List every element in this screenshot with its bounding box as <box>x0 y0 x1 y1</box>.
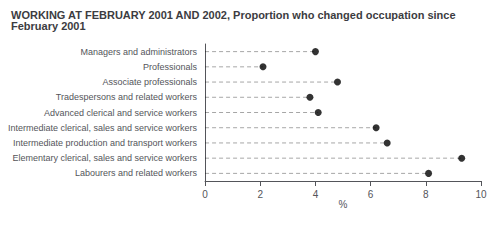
svg-text:Advanced clerical and service: Advanced clerical and service workers <box>44 108 198 118</box>
svg-text:4: 4 <box>313 189 319 200</box>
svg-text:2: 2 <box>257 189 263 200</box>
svg-text:Intermediate clerical, sales a: Intermediate clerical, sales and service… <box>8 123 198 133</box>
svg-text:Managers and administrators: Managers and administrators <box>81 47 198 57</box>
svg-text:%: % <box>339 199 348 210</box>
svg-text:6: 6 <box>368 189 374 200</box>
svg-text:Professionals: Professionals <box>143 62 198 72</box>
svg-text:WORKING AT FEBRUARY 2001 AND 2: WORKING AT FEBRUARY 2001 AND 2002, Propo… <box>11 8 459 21</box>
svg-text:Intermediate production and tr: Intermediate production and transport wo… <box>13 138 198 148</box>
svg-text:10: 10 <box>475 189 487 200</box>
svg-text:8: 8 <box>423 189 429 200</box>
svg-text:Elementary clerical, sales and: Elementary clerical, sales and service w… <box>12 153 197 163</box>
svg-text:Associate professionals: Associate professionals <box>103 77 198 87</box>
svg-text:0: 0 <box>202 189 208 200</box>
svg-text:Labourers and related workers: Labourers and related workers <box>75 168 198 178</box>
svg-text:February 2001: February 2001 <box>11 20 86 32</box>
svg-text:Tradespersons and related work: Tradespersons and related workers <box>56 92 198 102</box>
